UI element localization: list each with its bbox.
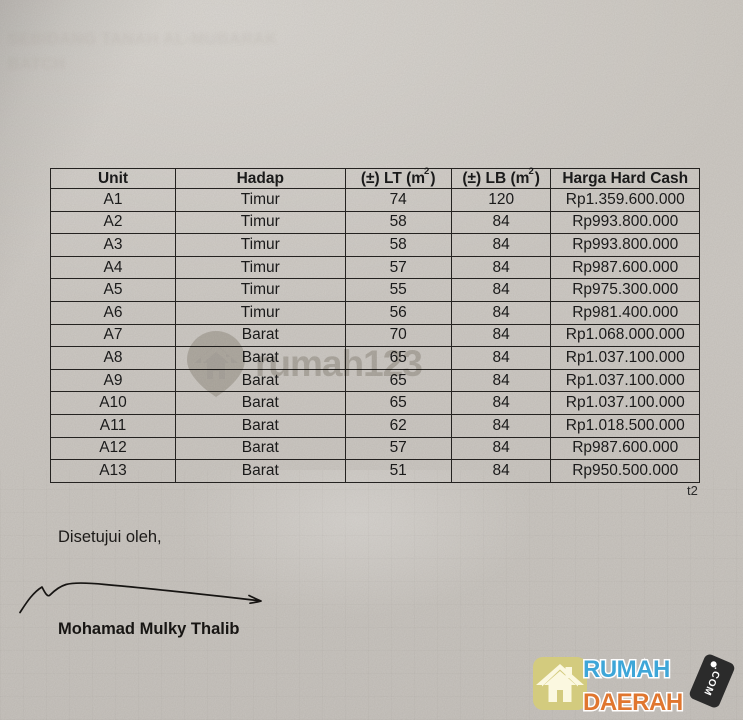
svg-text:rumah123: rumah123 xyxy=(255,343,422,384)
svg-text:DAERAH: DAERAH xyxy=(583,689,683,716)
svg-text:RUMAH: RUMAH xyxy=(583,656,670,683)
